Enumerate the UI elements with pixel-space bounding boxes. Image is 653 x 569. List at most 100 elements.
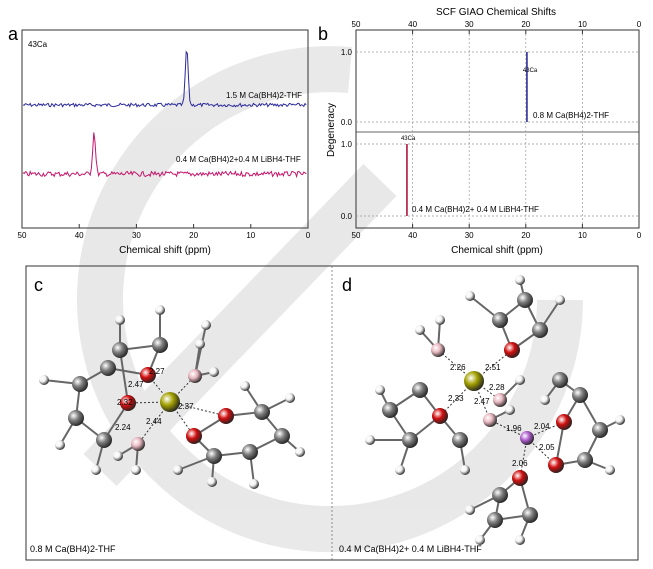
- x-tick-label-5: 0: [306, 231, 311, 240]
- y-tick-lower-0: 0.0: [341, 212, 353, 221]
- b-x-tick-top-0: 50: [352, 20, 361, 29]
- mol-d-atom-31: [375, 385, 385, 395]
- mol-c-atom-25: [285, 393, 295, 403]
- mol-d-atom-19: [577, 452, 593, 468]
- mol-d-atom-37: [540, 395, 550, 405]
- stick-top-nucleus: 43Ca: [523, 68, 538, 74]
- mol-d-atom-36: [515, 535, 525, 545]
- stick-top-label: 0.8 M Ca(BH4)2-THF: [533, 111, 609, 120]
- mol-c-atom-24: [155, 305, 165, 315]
- b-x-tick-top-1: 40: [408, 20, 417, 29]
- dist-d-3: 2.28: [489, 383, 505, 392]
- panel-b-frame: [355, 29, 640, 229]
- dist-c-3: 2.32: [117, 398, 133, 407]
- mol-c-atom-1: [140, 367, 156, 383]
- mol-d-atom-6: [548, 457, 564, 473]
- spectrum-top-label: 1.5 M Ca(BH4)2-THF: [226, 91, 302, 100]
- dist-d-8: 2.05: [539, 443, 555, 452]
- stick-bottom-label: 0.4 M Ca(BH4)2+ 0.4 M LiBH4-THF: [412, 205, 539, 214]
- mol-d-atom-22: [522, 507, 538, 523]
- mol-d-atom-7: [431, 343, 445, 357]
- mol-d-atom-12: [532, 322, 548, 338]
- panel-b-xlabel: Chemical shift (ppm): [451, 245, 543, 256]
- panel-b: b SCF GIAO Chemical Shifts 50 40 30 20 10 0 5…: [318, 7, 642, 256]
- y-tick-upper-0: 0.0: [341, 118, 353, 127]
- mol-c-atom-2: [120, 395, 136, 411]
- mol-d-atom-33: [615, 415, 625, 425]
- mol-d-atom-18: [592, 422, 608, 438]
- mol-d-atom-4: [556, 414, 572, 430]
- mol-c-atom-6: [131, 437, 145, 451]
- x-tick-label-1: 40: [75, 231, 84, 240]
- mol-d-atom-0: [464, 371, 484, 391]
- mol-d-atom-15: [412, 382, 428, 398]
- b-x-tick-bottom-2: 30: [465, 231, 474, 240]
- dist-c-5: 2.44: [146, 417, 162, 426]
- panel-d: d 0.4 M Ca(BH4)2+ 0.4 M LiBH4-THF 2.26 2…: [339, 275, 625, 554]
- mol-d-atom-13: [402, 432, 418, 448]
- mol-d-atom-35: [475, 535, 485, 545]
- b-x-tick-bottom-1: 40: [408, 231, 417, 240]
- panel-a-nucleus-label: 43Ca: [28, 40, 48, 49]
- mol-c-atom-20: [115, 315, 125, 325]
- x-tick-label-0: 50: [18, 231, 27, 240]
- mol-c-atom-28: [207, 477, 217, 487]
- mol-d-atom-26: [465, 291, 475, 301]
- b-x-tick-top-3: 20: [521, 20, 530, 29]
- dist-d-9: 2.06: [512, 459, 528, 468]
- mol-d-atom-16: [452, 432, 468, 448]
- mol-d-atom-17: [572, 387, 588, 403]
- mol-c-atom-17: [39, 375, 49, 385]
- mol-d-atom-20: [492, 487, 508, 503]
- dist-d-7: 2.04: [534, 422, 550, 431]
- mol-c-atom-19: [91, 465, 101, 475]
- mol-d-atom-40: [505, 405, 515, 415]
- b-x-tick-top-5: 0: [637, 20, 642, 29]
- mol-d-atom-27: [515, 275, 525, 285]
- mol-c-atom-18: [55, 440, 65, 450]
- panel-a-x-ticks: 50 40 30 20 10 0: [18, 224, 311, 240]
- panel-b-ylabel: Degeneracy: [326, 103, 337, 157]
- x-tick-label-3: 20: [189, 231, 198, 240]
- mol-c-atom-3: [218, 408, 234, 424]
- mol-c-atom-15: [112, 342, 128, 358]
- panel-b-letter: b: [318, 24, 328, 44]
- dist-d-2: 2.51: [485, 363, 501, 372]
- spectrum-bottom: [22, 132, 307, 179]
- panel-b-vgrid: [412, 30, 583, 228]
- mol-c-atom-14: [206, 448, 222, 464]
- dist-d-4: 2.33: [448, 394, 464, 403]
- b-x-tick-bottom-4: 10: [578, 231, 587, 240]
- mol-d-atom-9: [483, 413, 497, 427]
- mol-c-atom-7: [100, 360, 116, 376]
- panel-a: a 43Ca 1.5 M Ca(BH4)2-THF 0.4 M Ca(BH4)2…: [8, 24, 311, 256]
- mol-c-atom-16: [152, 337, 168, 353]
- mol-d-atom-32: [460, 465, 470, 475]
- mol-d-atom-2: [504, 342, 520, 358]
- mol-d-atom-11: [517, 292, 533, 308]
- dist-c-4: 2.37: [178, 402, 194, 411]
- mol-c-atom-8: [72, 376, 88, 392]
- mol-c-atom-32: [173, 465, 183, 475]
- b-x-tick-bottom-0: 50: [352, 231, 361, 240]
- stick-bottom-nucleus: 43Ca: [401, 136, 416, 142]
- mol-c-atom-5: [188, 369, 202, 383]
- panel-c: c 0.8 M Ca(BH4)2-THF 2.27 2.47 2.32 2.37…: [30, 275, 305, 554]
- panel-d-caption: 0.4 M Ca(BH4)2+ 0.4 M LiBH4-THF: [339, 544, 482, 554]
- x-tick-label-2: 30: [132, 231, 141, 240]
- b-x-tick-bottom-3: 20: [521, 231, 530, 240]
- watermark: [77, 46, 583, 553]
- mol-d-atom-14: [382, 402, 398, 418]
- b-x-tick-top-4: 10: [578, 20, 587, 29]
- mol-d-atom-38: [465, 505, 475, 515]
- mol-d-atom-5: [512, 470, 528, 486]
- y-tick-upper-1: 1.0: [341, 48, 353, 57]
- mol-d-atom-34: [605, 465, 615, 475]
- mol-c-atom-27: [249, 479, 259, 489]
- mol-d-atom-21: [487, 512, 503, 528]
- mol-c-atom-10: [96, 432, 112, 448]
- panel-c-letter: c: [34, 275, 43, 295]
- mol-d-atom-23: [552, 372, 568, 388]
- mol-d-atom-29: [365, 435, 375, 445]
- b-x-tick-top-2: 30: [465, 20, 474, 29]
